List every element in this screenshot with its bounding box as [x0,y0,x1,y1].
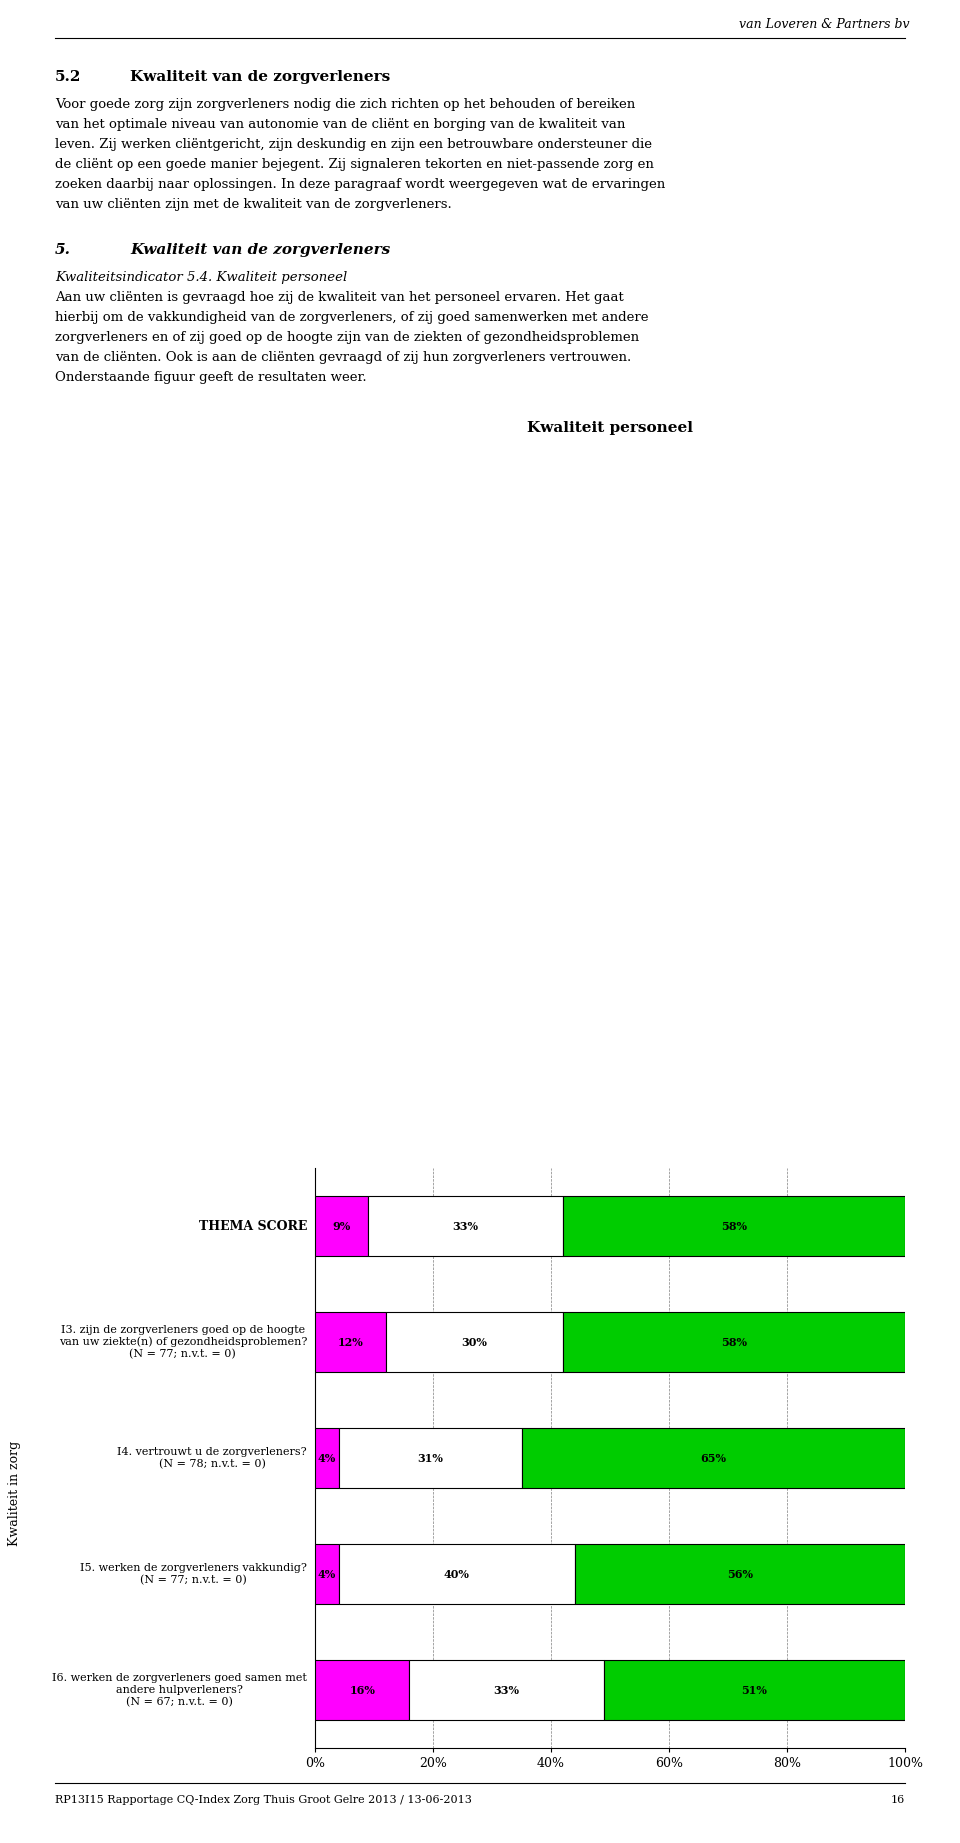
Text: 33%: 33% [493,1685,519,1696]
Text: 16%: 16% [349,1685,375,1696]
Text: van uw cliënten zijn met de kwaliteit van de zorgverleners.: van uw cliënten zijn met de kwaliteit va… [55,197,452,210]
Text: van Loveren & Partners bv: van Loveren & Partners bv [739,18,910,31]
Text: 33%: 33% [452,1220,478,1231]
Bar [563,1196,905,1257]
Bar [409,1661,604,1720]
Text: Kwaliteit van de zorgverleners: Kwaliteit van de zorgverleners [130,70,391,85]
Text: 9%: 9% [332,1220,350,1231]
Text: 30%: 30% [462,1336,488,1347]
Text: Kwaliteit in zorg: Kwaliteit in zorg [9,1441,21,1546]
Bar [563,1312,905,1373]
Text: THEMA SCORE: THEMA SCORE [199,1220,307,1233]
Bar [315,1661,409,1720]
Text: 58%: 58% [721,1220,747,1231]
Bar [315,1544,339,1603]
Bar [521,1428,905,1487]
Bar [368,1196,563,1257]
Text: Onderstaande figuur geeft de resultaten weer.: Onderstaande figuur geeft de resultaten … [55,370,367,383]
Text: leven. Zij werken cliëntgericht, zijn deskundig en zijn een betrouwbare onderste: leven. Zij werken cliëntgericht, zijn de… [55,138,652,151]
Text: 4%: 4% [318,1568,336,1579]
Text: de cliënt op een goede manier bejegent. Zij signaleren tekorten en niet-passende: de cliënt op een goede manier bejegent. … [55,158,654,171]
Text: Kwaliteit personeel: Kwaliteit personeel [527,420,693,435]
Text: Kwaliteitsindicator 5.4. Kwaliteit personeel: Kwaliteitsindicator 5.4. Kwaliteit perso… [55,271,348,284]
Text: 40%: 40% [444,1568,469,1579]
Text: hierbij om de vakkundigheid van de zorgverleners, of zij goed samenwerken met an: hierbij om de vakkundigheid van de zorgv… [55,311,649,324]
Text: van het optimale niveau van autonomie van de cliënt en borging van de kwaliteit : van het optimale niveau van autonomie va… [55,118,625,131]
Bar [339,1428,521,1487]
Text: van de cliënten. Ook is aan de cliënten gevraagd of zij hun zorgverleners vertro: van de cliënten. Ook is aan de cliënten … [55,350,632,365]
Text: I3. zijn de zorgverleners goed op de hoogte
van uw ziekte(n) of gezondheidsprobl: I3. zijn de zorgverleners goed op de hoo… [59,1325,307,1358]
Bar [315,1196,368,1257]
Text: 5.: 5. [55,243,71,256]
Text: Kwaliteit van de zorgverleners: Kwaliteit van de zorgverleners [130,243,391,256]
Bar [315,1312,386,1373]
Bar [604,1661,905,1720]
Text: I4. vertrouwt u de zorgverleners?
(N = 78; n.v.t. = 0): I4. vertrouwt u de zorgverleners? (N = 7… [117,1447,307,1469]
Text: 58%: 58% [721,1336,747,1347]
Text: Voor goede zorg zijn zorgverleners nodig die zich richten op het behouden of ber: Voor goede zorg zijn zorgverleners nodig… [55,98,636,111]
Bar [315,1428,339,1487]
Text: I5. werken de zorgverleners vakkundig?
(N = 77; n.v.t. = 0): I5. werken de zorgverleners vakkundig? (… [80,1563,307,1585]
Text: 16: 16 [891,1795,905,1804]
Text: 5.2: 5.2 [55,70,82,85]
Text: zoeken daarbij naar oplossingen. In deze paragraaf wordt weergegeven wat de erva: zoeken daarbij naar oplossingen. In deze… [55,179,665,192]
Text: 65%: 65% [700,1452,727,1463]
Text: zorgverleners en of zij goed op de hoogte zijn van de ziekten of gezondheidsprob: zorgverleners en of zij goed op de hoogt… [55,332,639,345]
Text: 12%: 12% [338,1336,363,1347]
Text: 4%: 4% [318,1452,336,1463]
Text: 56%: 56% [727,1568,753,1579]
Text: Aan uw cliënten is gevraagd hoe zij de kwaliteit van het personeel ervaren. Het : Aan uw cliënten is gevraagd hoe zij de k… [55,291,624,304]
Bar [575,1544,905,1603]
Text: RP13I15 Rapportage CQ-Index Zorg Thuis Groot Gelre 2013 / 13-06-2013: RP13I15 Rapportage CQ-Index Zorg Thuis G… [55,1795,472,1804]
Text: 51%: 51% [742,1685,767,1696]
Text: I6. werken de zorgverleners goed samen met
andere hulpverleners?
(N = 67; n.v.t.: I6. werken de zorgverleners goed samen m… [52,1673,307,1707]
Bar [339,1544,575,1603]
Text: 31%: 31% [417,1452,443,1463]
Bar [386,1312,563,1373]
